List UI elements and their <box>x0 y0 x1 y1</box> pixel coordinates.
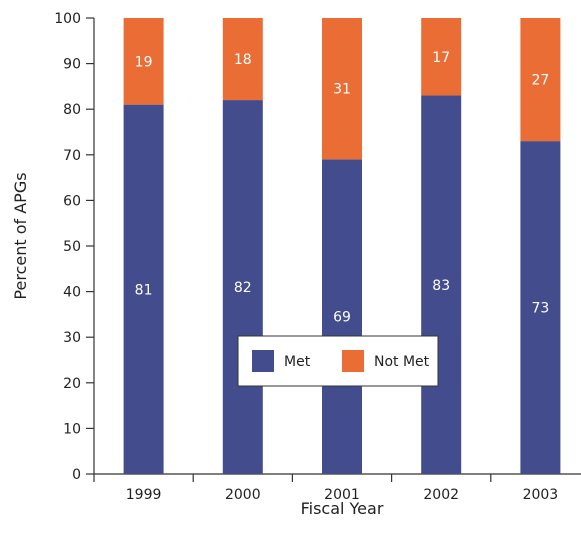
x-tick-label: 2000 <box>225 487 261 503</box>
bar-met-2001 <box>322 159 362 475</box>
bar-met-2003 <box>520 141 561 474</box>
data-label-not-met: 18 <box>234 52 252 68</box>
bar-met-2000 <box>222 100 263 474</box>
y-tick-label: 0 <box>72 467 81 483</box>
data-label-met: 69 <box>333 310 351 326</box>
x-tick-label: 2002 <box>423 487 459 503</box>
y-axis-title: Percent of APGs <box>11 172 30 299</box>
data-label-met: 73 <box>531 301 549 317</box>
x-tick-label: 2003 <box>523 487 559 503</box>
data-label-met: 82 <box>234 280 252 296</box>
y-tick-label: 10 <box>63 421 81 437</box>
bar-not-met-2000 <box>222 18 263 101</box>
legend: Met Not Met <box>237 335 439 387</box>
bar-met-1999 <box>123 104 164 474</box>
x-tick-label: 1999 <box>126 487 162 503</box>
y-tick-label: 30 <box>63 330 81 346</box>
bar-not-met-2001 <box>322 18 362 160</box>
x-tick-label: 2001 <box>324 487 360 503</box>
data-label-not-met: 27 <box>531 73 549 89</box>
data-label-met: 81 <box>135 282 153 298</box>
y-tick-label: 100 <box>54 11 81 27</box>
legend-label-met: Met <box>284 354 311 370</box>
bar-met-2002 <box>421 95 462 475</box>
y-tick-label: 90 <box>63 57 81 73</box>
bar-not-met-1999 <box>123 18 164 105</box>
y-tick-label: 50 <box>63 239 81 255</box>
y-tick-label: 60 <box>63 193 81 209</box>
plot-area: 0 10 20 30 40 50 60 70 80 90 100 81 19 1999 82 18 2000 69… <box>54 11 581 503</box>
bar-not-met-2003 <box>520 18 561 142</box>
data-label-not-met: 31 <box>333 82 351 98</box>
y-tick-label: 70 <box>63 148 81 164</box>
y-tick-label: 80 <box>63 102 81 118</box>
y-tick-label: 40 <box>63 285 81 301</box>
data-label-met: 83 <box>432 278 450 294</box>
x-axis-title: Fiscal Year <box>301 499 384 518</box>
y-tick-label: 20 <box>63 376 81 392</box>
data-label-not-met: 19 <box>135 54 153 70</box>
data-label-not-met: 17 <box>432 50 450 66</box>
legend-swatch-not-met <box>342 350 364 372</box>
legend-swatch-met <box>252 350 274 372</box>
legend-label-not-met: Not Met <box>374 354 430 370</box>
bar-not-met-2002 <box>421 18 462 96</box>
